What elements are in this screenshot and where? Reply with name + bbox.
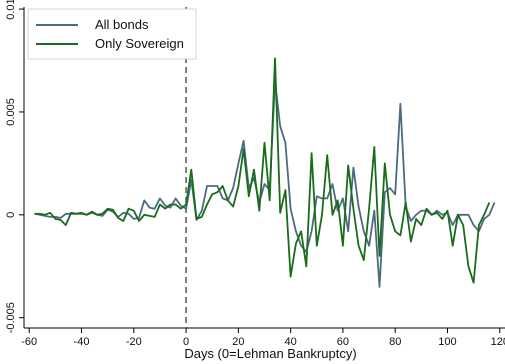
x-axis-title: Days (0=Lehman Bankruptcy) bbox=[184, 346, 356, 361]
x-tick-label: 0 bbox=[183, 336, 189, 348]
y-tick-label: -0.005 bbox=[5, 302, 17, 333]
y-tick-label: 0.01 bbox=[5, 0, 17, 20]
x-tick-label: 40 bbox=[285, 336, 297, 348]
plot-area bbox=[23, 7, 505, 329]
x-tick-label: 100 bbox=[438, 336, 456, 348]
x-axis: -60 -40 -20 0 20 40 60 80 100 120 bbox=[21, 328, 505, 348]
legend: All bonds Only Sovereign bbox=[27, 8, 197, 60]
series-line-all-bonds bbox=[34, 80, 496, 288]
y-tick-label: 0.005 bbox=[5, 98, 17, 126]
y-tick-label: 0 bbox=[5, 212, 17, 218]
legend-label-only-sovereign: Only Sovereign bbox=[95, 36, 184, 51]
y-axis: -0.005 0 0.005 0.01 bbox=[5, 0, 24, 333]
x-tick-label: 60 bbox=[337, 336, 349, 348]
x-tick-label: 20 bbox=[232, 336, 244, 348]
x-tick-label: -40 bbox=[74, 336, 90, 348]
series-line-only-sovereign bbox=[34, 57, 491, 284]
x-tick-label: 120 bbox=[491, 336, 505, 348]
x-tick-label: -20 bbox=[126, 336, 142, 348]
series-layer bbox=[34, 57, 496, 288]
x-tick-label: -60 bbox=[21, 336, 37, 348]
legend-label-all-bonds: All bonds bbox=[95, 17, 149, 32]
x-tick-label: 80 bbox=[389, 336, 401, 348]
legend-box bbox=[27, 8, 197, 60]
